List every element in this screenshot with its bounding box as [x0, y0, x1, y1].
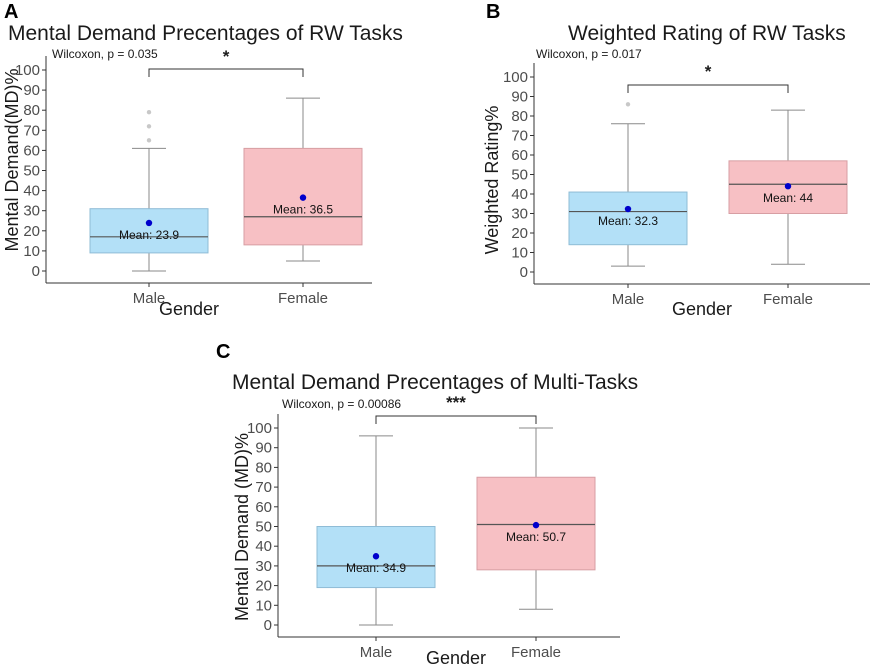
- y-tick-label-a: 20: [23, 223, 40, 240]
- y-axis-label-b: Weighted Rating%: [482, 106, 502, 255]
- mean-point-female-b: [784, 183, 792, 190]
- y-tick-label-c: 0: [264, 617, 272, 634]
- mean-point-male-b: [624, 205, 632, 213]
- y-tick-label-b: 50: [511, 167, 528, 184]
- y-tick-label-c: 80: [255, 459, 272, 476]
- y-tick-label-a: 10: [23, 243, 40, 260]
- outlier-point-male-a: [146, 138, 152, 143]
- x-tick-label-c: Male: [360, 644, 393, 661]
- mean-label-male-b: Mean: 32.3: [598, 214, 658, 228]
- y-tick-label-c: 90: [255, 440, 272, 457]
- panel-a: A Mental Demand Precentages of RW Tasks …: [2, 1, 403, 319]
- mean-label-female-b: Mean: 44: [763, 191, 813, 205]
- box-male-b: [568, 191, 688, 246]
- panel-letter-c: C: [216, 341, 230, 363]
- test-label-b: Wilcoxon, p = 0.017: [536, 47, 642, 61]
- x-tick-label-a: Male: [133, 290, 166, 307]
- y-tick-label-a: 50: [23, 163, 40, 180]
- y-tick-label-b: 0: [520, 264, 528, 281]
- y-tick-label-a: 90: [23, 82, 40, 99]
- chart-title-c: Mental Demand Precentages of Multi-Tasks: [232, 371, 638, 394]
- x-tick-label-b: Male: [612, 291, 645, 308]
- y-tick-label-b: 20: [511, 225, 528, 242]
- y-tick-label-a: 80: [23, 102, 40, 119]
- y-tick-label-b: 60: [511, 147, 528, 164]
- y-tick-label-a: 100: [15, 62, 40, 79]
- significance-label-c: ***: [446, 393, 466, 412]
- panel-c: C Mental Demand Precentages of Multi-Tas…: [216, 341, 638, 668]
- y-tick-label-c: 60: [255, 499, 272, 516]
- y-tick-label-c: 20: [255, 578, 272, 595]
- mean-label-female-c: Mean: 50.7: [506, 530, 566, 544]
- y-tick-label-c: 30: [255, 558, 272, 575]
- significance-bracket-a: [148, 68, 304, 77]
- chart-title-a: Mental Demand Precentages of RW Tasks: [8, 22, 403, 45]
- x-tick-label-b: Female: [763, 291, 813, 308]
- significance-label-a: *: [223, 47, 230, 66]
- significance-bracket-b: [627, 84, 789, 93]
- y-tick-label-b: 90: [511, 89, 528, 106]
- y-tick-label-c: 40: [255, 538, 272, 555]
- mean-label-male-a: Mean: 23.9: [119, 228, 179, 242]
- y-tick-label-c: 50: [255, 519, 272, 536]
- x-tick-label-c: Female: [511, 644, 561, 661]
- outlier-point-male-a: [146, 124, 152, 129]
- mean-point-female-c: [532, 521, 540, 529]
- y-tick-label-a: 70: [23, 122, 40, 139]
- y-tick-label-b: 10: [511, 245, 528, 262]
- mean-point-male-a: [145, 219, 153, 227]
- test-label-a: Wilcoxon, p = 0.035: [52, 47, 158, 61]
- y-tick-label-b: 30: [511, 206, 528, 223]
- y-tick-label-b: 70: [511, 128, 528, 145]
- x-axis-label-a: Gender: [159, 299, 219, 319]
- y-tick-label-a: 60: [23, 142, 40, 159]
- y-tick-label-c: 10: [255, 597, 272, 614]
- outlier-point-male-a: [146, 110, 152, 115]
- x-tick-label-a: Female: [278, 290, 328, 307]
- y-tick-label-a: 0: [32, 263, 40, 280]
- mean-label-female-a: Mean: 36.5: [273, 203, 333, 217]
- y-tick-label-b: 80: [511, 108, 528, 125]
- y-axis-label-a: Mental Demand(MD)%: [2, 68, 22, 251]
- x-axis-label-b: Gender: [672, 299, 732, 319]
- y-tick-label-c: 70: [255, 479, 272, 496]
- outlier-point-male-b: [625, 102, 631, 107]
- mean-point-male-c: [372, 553, 380, 560]
- y-tick-label-b: 100: [503, 69, 528, 86]
- panel-b: B Weighted Rating of RW Tasks Wilcoxon, …: [482, 1, 870, 319]
- mean-point-female-a: [299, 194, 307, 201]
- box-male-a: [89, 208, 209, 254]
- y-axis-label-c: Mental Demand (MD)%: [232, 433, 252, 621]
- y-tick-label-a: 40: [23, 183, 40, 200]
- test-label-c: Wilcoxon, p = 0.00086: [282, 397, 401, 411]
- significance-bracket-c: [375, 415, 537, 424]
- panel-letter-b: B: [486, 1, 500, 23]
- mean-label-male-c: Mean: 34.9: [346, 561, 406, 575]
- panel-letter-a: A: [4, 1, 18, 23]
- y-tick-label-c: 100: [247, 420, 272, 437]
- x-axis-label-c: Gender: [426, 648, 486, 668]
- y-tick-label-a: 30: [23, 203, 40, 220]
- y-tick-label-b: 40: [511, 186, 528, 203]
- significance-label-b: *: [705, 62, 712, 81]
- chart-title-b: Weighted Rating of RW Tasks: [568, 22, 846, 45]
